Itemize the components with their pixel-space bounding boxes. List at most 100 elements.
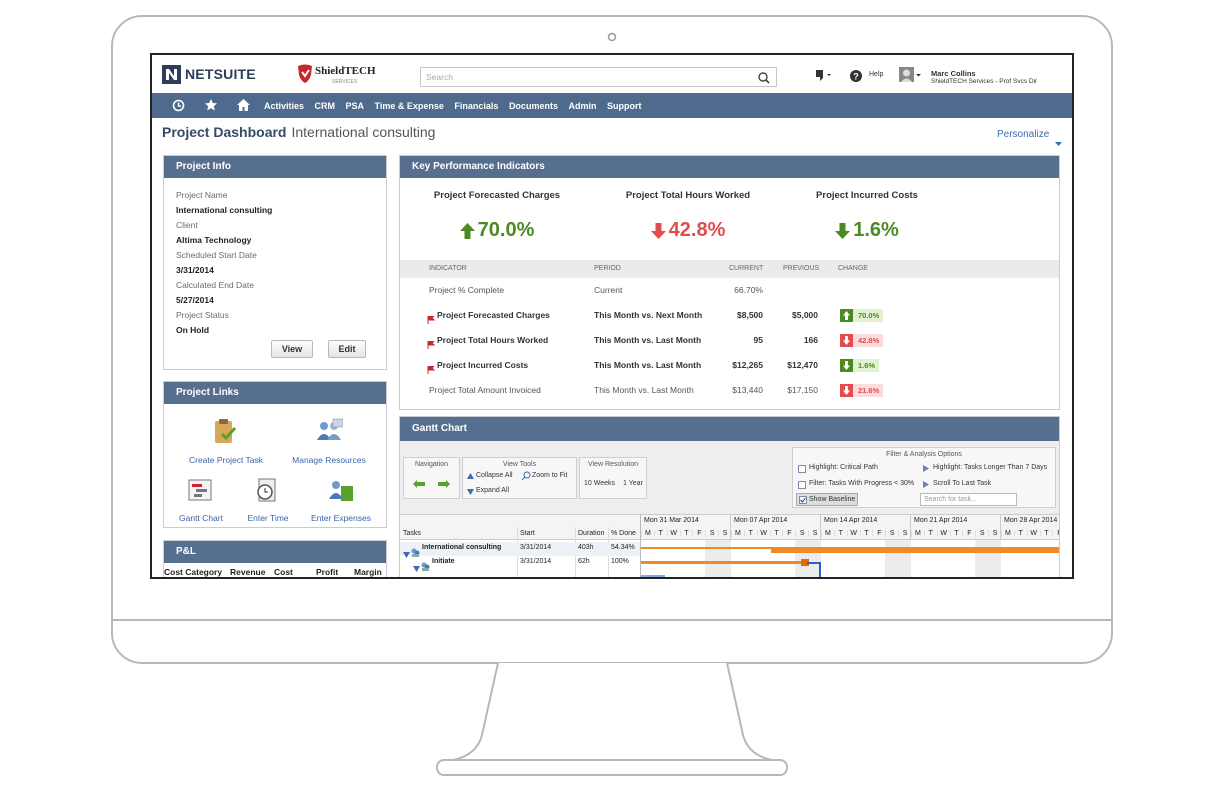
filter-option[interactable]: Scroll To Last Task — [933, 480, 992, 487]
task-search[interactable]: Search for task... — [920, 493, 1017, 506]
change-arrow — [843, 386, 850, 395]
day-header: S — [898, 530, 911, 537]
task-name: Initiate — [432, 558, 455, 565]
collapse-all[interactable]: Collapse All — [476, 472, 513, 479]
week-header: Mon 07 Apr 2014 — [734, 517, 788, 524]
nav-item[interactable]: Financials — [454, 100, 499, 111]
gantt-column-header: Duration — [578, 530, 605, 537]
field-label: Project Name — [176, 190, 228, 200]
week-header: Mon 28 Apr 2014 — [1004, 517, 1058, 524]
kpi-change-icon — [840, 359, 853, 372]
gantt-column-header: Tasks — [403, 530, 421, 537]
nav-item[interactable]: PSA — [345, 100, 365, 111]
kpi-value: 1.6% — [853, 219, 899, 241]
nav-item[interactable]: Admin — [568, 100, 597, 111]
field-value: 5/27/2014 — [176, 295, 214, 305]
action-button[interactable]: View — [271, 340, 313, 358]
pl-panel: P&L Cost Category Revenue Cost Profit Margin — [163, 540, 387, 577]
task-start: 3/31/2014 — [520, 544, 552, 551]
weekend-shade — [988, 540, 1001, 577]
home-icon-svg — [237, 99, 250, 111]
icon-shape — [220, 426, 237, 441]
day-header: S — [975, 530, 988, 537]
zoom-to-fit[interactable]: Zoom to Fit — [532, 472, 568, 479]
personalize-caret-svg — [1055, 142, 1062, 146]
icon-shape — [196, 489, 207, 492]
weekend-shade — [718, 540, 731, 577]
brand-name: NETSUITE — [185, 66, 256, 82]
filter-option[interactable]: Highlight: Tasks Longer Than 7 Days — [933, 464, 1048, 471]
zoom-icon-svg — [521, 471, 531, 481]
panel-header: Key Performance Indicators — [400, 156, 1059, 178]
icon-shape — [800, 497, 806, 503]
week-divider — [730, 515, 731, 539]
personalize-link[interactable]: Personalize — [997, 129, 1050, 140]
filter-option[interactable]: Filter: Tasks With Progress < 30% — [809, 480, 915, 487]
nav-item[interactable]: Support — [606, 100, 642, 111]
nav-item[interactable]: Activities — [264, 100, 305, 111]
project-link[interactable]: Enter Expenses — [310, 513, 371, 523]
day-header: S — [885, 530, 898, 537]
search-box[interactable]: Search — [420, 67, 777, 87]
next-task-bar — [641, 575, 665, 577]
project-link[interactable]: Manage Resources — [292, 455, 366, 465]
icon-shape — [816, 70, 823, 81]
help-link[interactable]: Help — [869, 71, 884, 78]
zoom-icon — [521, 471, 531, 481]
icon-shape — [850, 70, 862, 82]
kpi-flag — [427, 336, 436, 349]
kpi-arrow-svg — [459, 222, 475, 239]
icon-shape — [427, 365, 436, 374]
task-icon — [411, 544, 420, 557]
icon-shape — [422, 568, 429, 571]
filter-option[interactable]: Highlight: Critical Path — [809, 464, 878, 471]
nav-item[interactable]: Documents — [508, 100, 558, 111]
top-header: NETSUITE ShieldTECH SERVICES Search? Help Mar… — [152, 55, 1072, 93]
task-name: International consulting — [422, 544, 502, 551]
kpi-column-header: PERIOD — [594, 265, 621, 272]
panel-title: Project Info — [176, 161, 232, 172]
resolution-option[interactable]: 10 Weeks — [584, 480, 615, 487]
pl-column-header: Margin — [354, 567, 382, 577]
summary-bar — [641, 547, 1059, 549]
kpi-change-badge: 21.6% — [840, 384, 884, 397]
kpi-current: $13,440 — [732, 385, 763, 395]
help-icon: ? — [850, 69, 862, 82]
icon-shape — [459, 222, 475, 239]
day-header: T — [1039, 530, 1053, 537]
kpi-indicator: Project Total Amount Invoiced — [429, 385, 541, 395]
expand-all[interactable]: Expand All — [476, 487, 510, 494]
kpi-change-text: 21.6% — [853, 384, 884, 397]
nav-item[interactable]: Time & Expense — [374, 100, 444, 111]
kpi-change-badge: 42.8% — [840, 334, 884, 347]
home-icon — [236, 98, 251, 112]
link-icon — [315, 418, 344, 444]
nav-item[interactable]: CRM — [314, 100, 336, 111]
icon-shape — [341, 486, 353, 501]
resolution-option[interactable]: 1 Year — [623, 480, 643, 487]
user-name: Marc Collins — [931, 69, 976, 78]
icon-shape — [521, 476, 526, 481]
baseline-toggle[interactable]: Show Baseline — [796, 493, 858, 506]
kpi-indicator: Project Total Hours Worked — [437, 335, 549, 345]
highlight-icon-svg — [923, 465, 929, 472]
link-icon — [187, 477, 215, 503]
kpi-change-badge: 1.6% — [840, 359, 880, 372]
expand-icon — [467, 489, 474, 495]
weekend-shade — [885, 540, 899, 577]
project-link[interactable]: Create Project Task — [188, 455, 263, 465]
project-link[interactable]: Enter Time — [247, 513, 289, 523]
summary-bar-thick — [771, 549, 1059, 553]
project-link[interactable]: Gantt Chart — [179, 513, 223, 523]
kpi-current: $12,265 — [732, 360, 763, 370]
icon-shape — [901, 78, 912, 82]
icon-shape — [301, 69, 310, 78]
collapse-icon — [467, 473, 474, 479]
field-value: 3/31/2014 — [176, 265, 214, 275]
action-button[interactable]: Edit — [328, 340, 366, 358]
icon-shape — [843, 311, 850, 320]
kpi-change-icon — [840, 309, 853, 322]
day-header: W — [846, 530, 860, 537]
